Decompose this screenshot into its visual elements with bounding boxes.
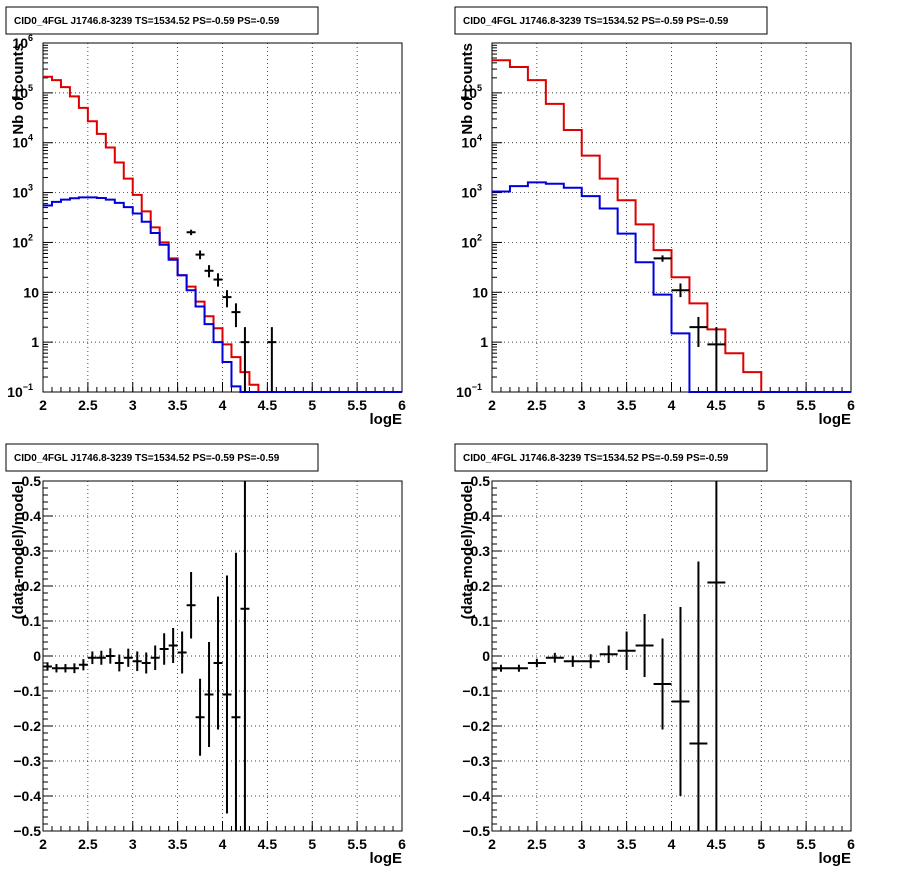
y-tick-label: 0.3 — [22, 543, 42, 559]
y-tick-label: 104 — [12, 133, 33, 151]
x-axis-label: logE — [370, 411, 403, 428]
x-tick-label: 2 — [39, 397, 47, 413]
y-tick-label: 0.5 — [471, 473, 491, 489]
y-tick-label: 0.3 — [471, 543, 491, 559]
title-box — [454, 6, 768, 35]
y-tick-label: 104 — [461, 133, 482, 151]
x-tick-label: 4 — [219, 397, 227, 413]
x-tick-label: 5 — [757, 397, 765, 413]
y-tick-label: 105 — [461, 83, 482, 101]
source_model-histogram — [492, 181, 851, 393]
x-tick-label: 2 — [488, 836, 496, 852]
x-tick-label: 2.5 — [527, 836, 547, 852]
total_model-histogram — [492, 59, 851, 393]
x-tick-label: 6 — [398, 836, 406, 852]
x-tick-label: 4 — [668, 836, 676, 852]
x-tick-label: 3.5 — [617, 397, 637, 413]
x-tick-label: 3 — [578, 836, 586, 852]
x-axis-label: logE — [819, 411, 852, 428]
x-tick-label: 5.5 — [796, 836, 816, 852]
y-tick-label: −0.4 — [462, 788, 490, 804]
x-tick-label: 4.5 — [707, 836, 727, 852]
x-tick-label: 3.5 — [617, 836, 637, 852]
y-tick-label: −0.2 — [462, 718, 490, 734]
y-tick-label: 0.4 — [471, 508, 491, 524]
x-tick-label: 4 — [219, 836, 227, 852]
y-tick-label: 0.1 — [471, 613, 491, 629]
title-box — [5, 443, 319, 472]
x-tick-label: 2.5 — [78, 836, 98, 852]
chart-panel-3: 2 2.5 3 3.5 4 4.5 5 5.5 6 −0.5 −0.4 −0.3 −0.2 −0.1 0 0.… — [5, 443, 406, 867]
y-tick-label: 0.4 — [22, 508, 42, 524]
y-tick-label: 103 — [461, 183, 482, 201]
y-tick-label: 103 — [12, 183, 33, 201]
y-tick-label: −0.4 — [13, 788, 41, 804]
title-box — [454, 443, 768, 472]
x-tick-label: 3.5 — [168, 836, 188, 852]
y-axis-label: (data-model)/model — [459, 481, 476, 619]
x-axis-label: logE — [370, 850, 403, 867]
x-tick-label: 3 — [129, 836, 137, 852]
y-tick-label: −0.5 — [13, 823, 41, 839]
y-tick-label: 102 — [12, 232, 33, 250]
y-tick-label: 0.5 — [22, 473, 42, 489]
y-axis-label: (data-model)/model — [10, 481, 27, 619]
x-tick-label: 3 — [129, 397, 137, 413]
y-axis-label: Nb of counts — [459, 43, 476, 135]
x-tick-label: 4.5 — [258, 836, 278, 852]
y-tick-label: 0 — [482, 648, 490, 664]
y-tick-label: 0.2 — [22, 578, 42, 594]
chart-title: CID0_4FGL J1746.8-3239 TS=1534.52 PS=-0.… — [14, 16, 280, 27]
x-tick-label: 2 — [39, 836, 47, 852]
x-tick-label: 5.5 — [347, 836, 367, 852]
y-tick-label: 0.1 — [22, 613, 42, 629]
y-axis-label: Nb of counts — [10, 43, 27, 135]
x-tick-label: 4 — [668, 397, 676, 413]
y-tick-label: 10−1 — [7, 382, 33, 400]
y-tick-label: 10−1 — [456, 382, 482, 400]
x-tick-label: 5.5 — [347, 397, 367, 413]
x-tick-label: 5 — [308, 397, 316, 413]
y-tick-label: −0.2 — [13, 718, 41, 734]
y-tick-label: −0.3 — [13, 753, 41, 769]
chart-panel-1: 2 2.5 3 3.5 4 4.5 5 5.5 6 10−1 1 10 102 103 104 105 106 C… — [5, 6, 406, 428]
y-tick-label: 10 — [23, 284, 39, 300]
x-tick-label: 4.5 — [707, 397, 727, 413]
x-axis-label: logE — [819, 850, 852, 867]
y-tick-label: 0 — [33, 648, 41, 664]
y-tick-label: 106 — [12, 33, 33, 51]
x-tick-label: 6 — [847, 397, 855, 413]
x-tick-label: 2.5 — [78, 397, 98, 413]
chart-panel-4: 2 2.5 3 3.5 4 4.5 5 5.5 6 −0.5 −0.4 −0.3 −0.2 −0.1 0 0.… — [454, 443, 855, 867]
chart-title: CID0_4FGL J1746.8-3239 TS=1534.52 PS=-0.… — [463, 453, 729, 464]
x-tick-label: 5.5 — [796, 397, 816, 413]
chart-title: CID0_4FGL J1746.8-3239 TS=1534.52 PS=-0.… — [463, 16, 729, 27]
y-tick-label: 0.2 — [471, 578, 491, 594]
x-tick-label: 6 — [847, 836, 855, 852]
x-tick-label: 5 — [308, 836, 316, 852]
x-tick-label: 2.5 — [527, 397, 547, 413]
chart-title: CID0_4FGL J1746.8-3239 TS=1534.52 PS=-0.… — [14, 453, 280, 464]
y-tick-label: 105 — [12, 83, 33, 101]
y-tick-label: 1 — [480, 334, 488, 350]
x-tick-label: 2 — [488, 397, 496, 413]
x-tick-label: 6 — [398, 397, 406, 413]
x-tick-label: 3 — [578, 397, 586, 413]
x-tick-label: 3.5 — [168, 397, 188, 413]
y-tick-label: −0.1 — [13, 683, 41, 699]
title-box — [5, 6, 319, 35]
chart-panel-2: 2 2.5 3 3.5 4 4.5 5 5.5 6 10−1 1 10 102 103 104 105 CID0… — [454, 6, 855, 428]
y-tick-label: 10 — [472, 284, 488, 300]
x-tick-label: 5 — [757, 836, 765, 852]
y-tick-label: −0.1 — [462, 683, 490, 699]
y-tick-label: −0.5 — [462, 823, 490, 839]
y-tick-label: −0.3 — [462, 753, 490, 769]
y-tick-label: 1 — [31, 334, 39, 350]
y-tick-label: 102 — [461, 232, 482, 250]
source_model-histogram — [43, 196, 402, 393]
x-tick-label: 4.5 — [258, 397, 278, 413]
